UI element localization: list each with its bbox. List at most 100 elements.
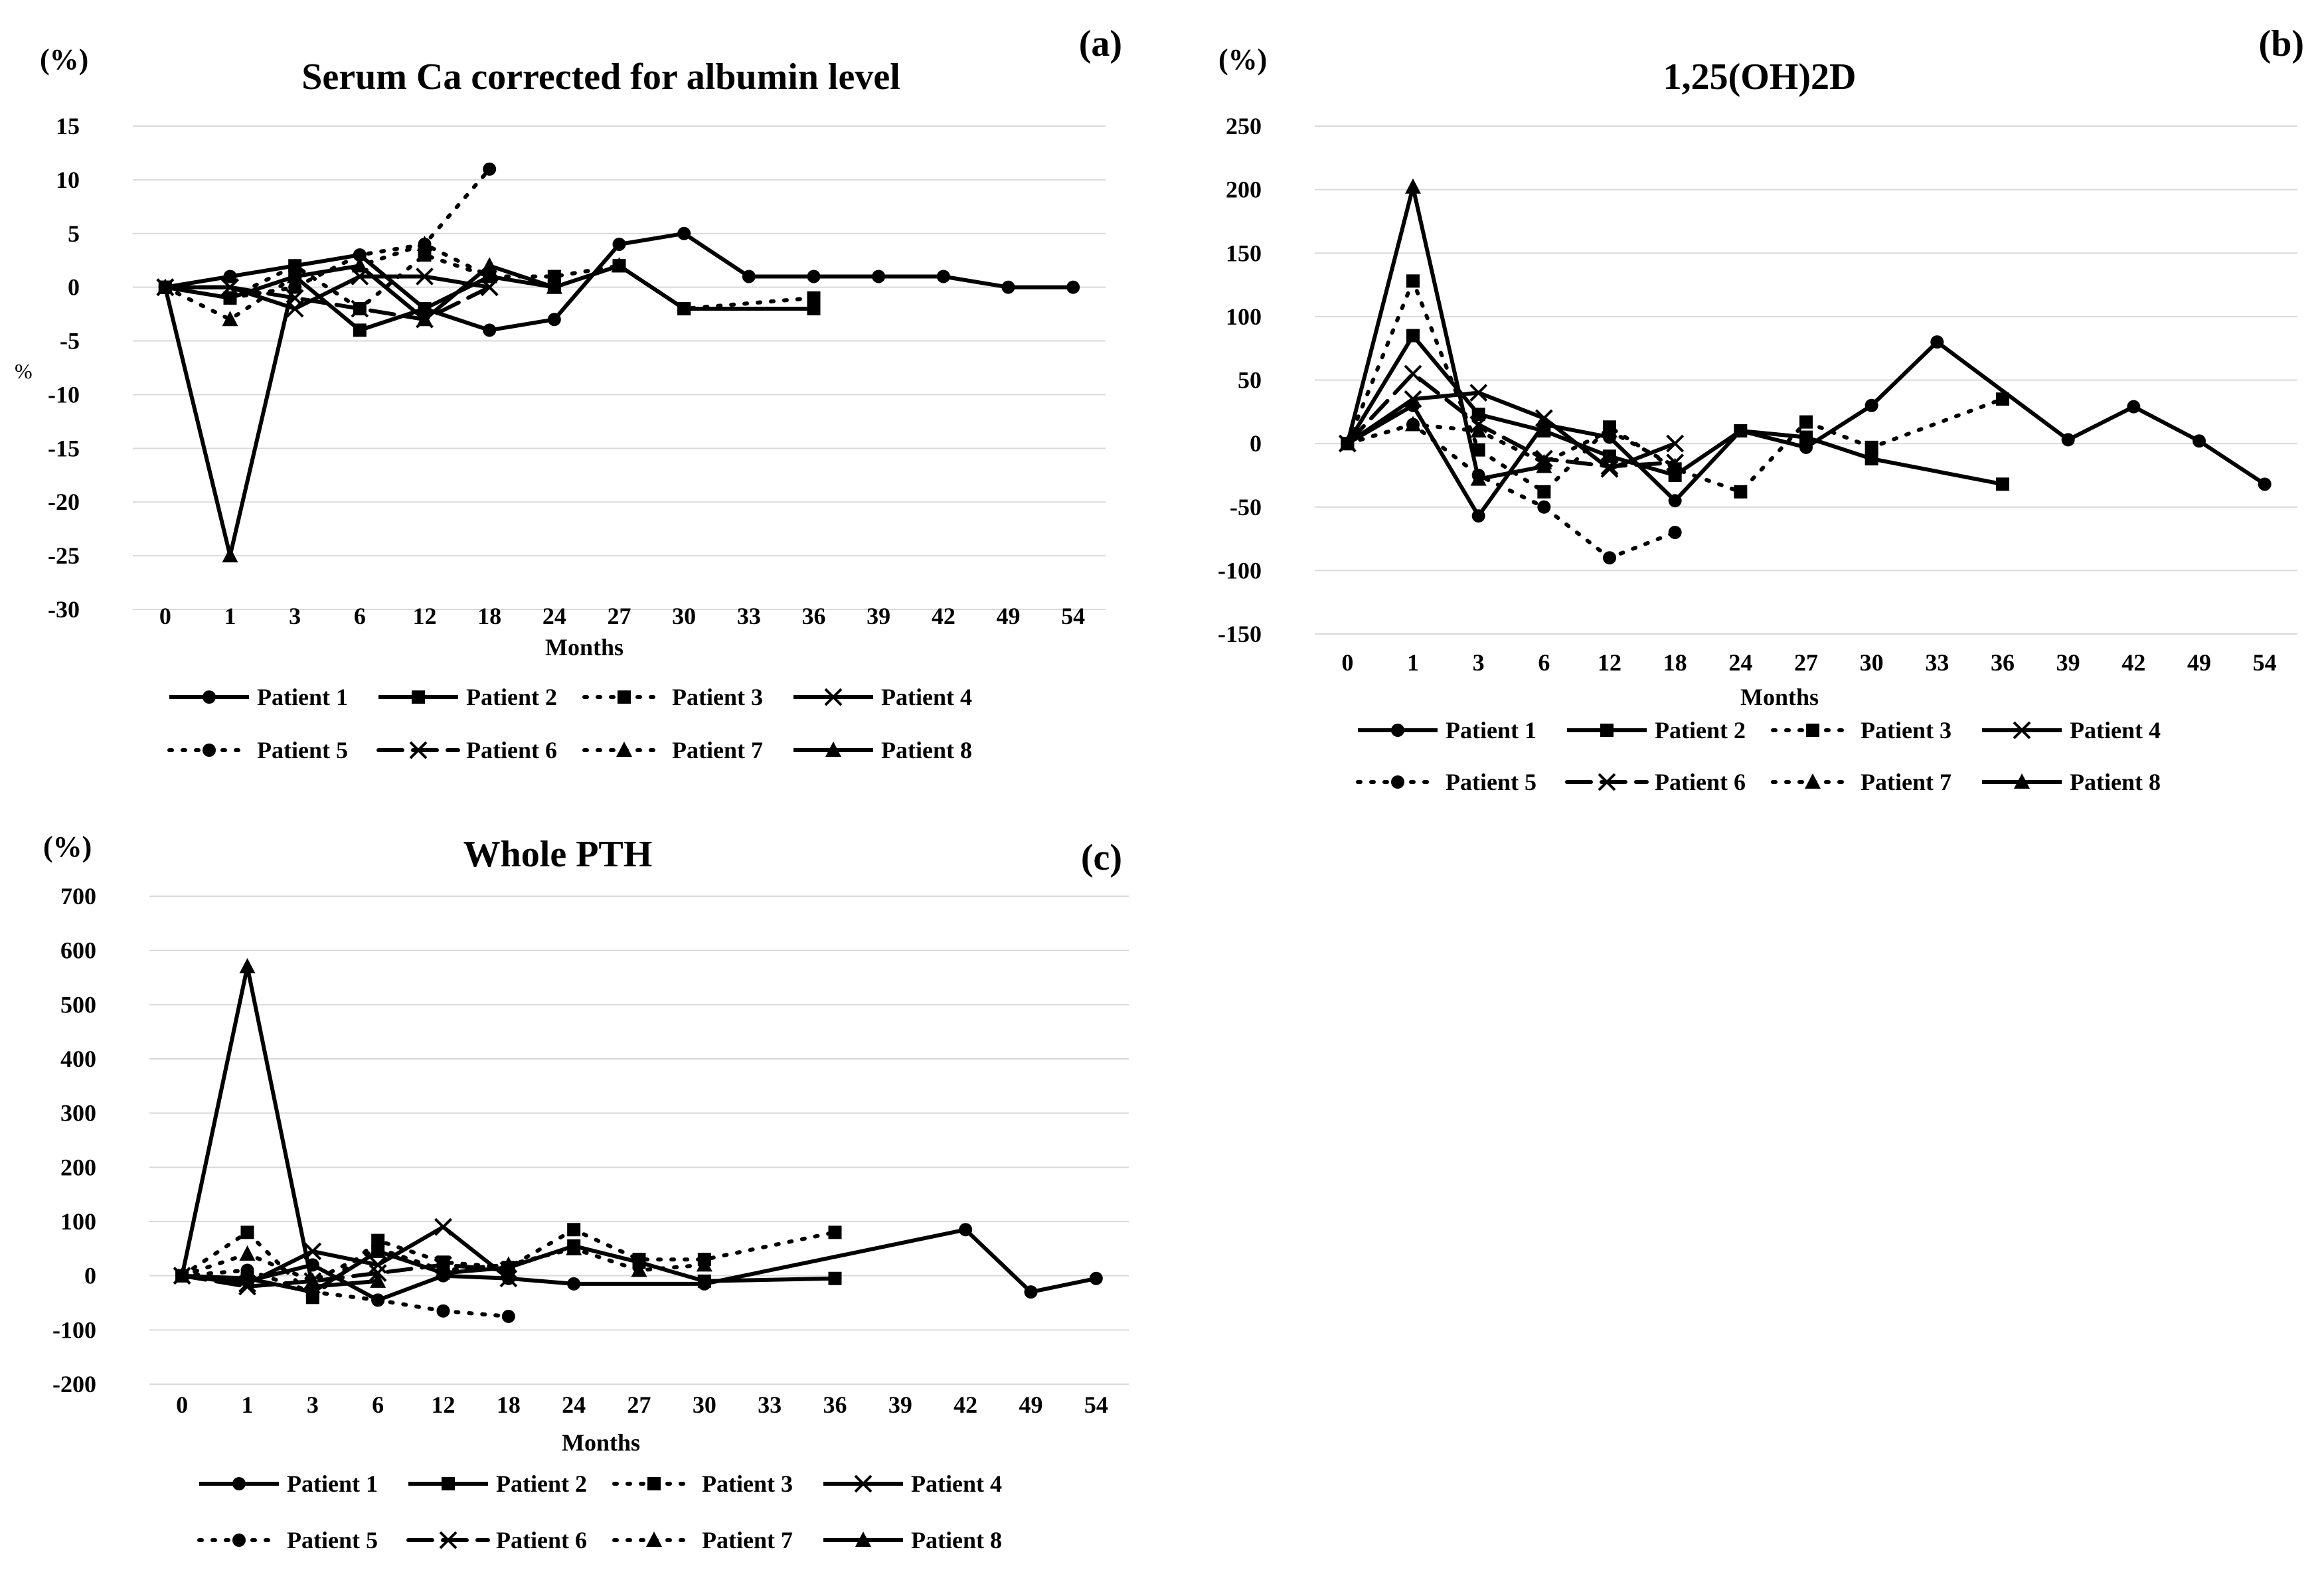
data-point: [239, 958, 256, 974]
legend-label: Patient 7: [1861, 769, 1951, 795]
x-tick-label: 3: [307, 1391, 319, 1418]
data-point: [1537, 485, 1551, 499]
x-tick-label: 18: [497, 1391, 521, 1418]
data-point: [1996, 392, 2009, 406]
x-tick-label: 24: [562, 1391, 586, 1418]
data-point: [1339, 435, 1356, 451]
x-tick-label: 33: [1925, 649, 1949, 676]
data-point: [1405, 178, 1421, 194]
data-point: [696, 1256, 712, 1272]
chart-a-xlabel: Months: [545, 634, 623, 661]
x-tick-label: 18: [1663, 649, 1687, 676]
x-tick-label: 12: [413, 603, 437, 629]
series-line: [1345, 185, 1544, 481]
data-point: [1471, 408, 1485, 422]
legend-label: Patient 4: [881, 684, 972, 710]
data-point: [174, 1267, 191, 1283]
legend-marker: [203, 690, 216, 704]
legend-label: Patient 7: [672, 737, 763, 763]
legend-marker: [439, 1531, 457, 1549]
legend-item-patient-7: Patient 7: [612, 1527, 793, 1553]
legend-item-patient-1: Patient 1: [1358, 717, 1536, 744]
chart-a-unit: (%): [40, 43, 88, 76]
y-tick-label: 50: [1238, 367, 1262, 394]
data-point: [481, 257, 498, 273]
legend-label: Patient 8: [881, 737, 972, 763]
legend-item-patient-2: Patient 2: [1567, 717, 1746, 744]
legend-label: Patient 4: [2070, 717, 2161, 744]
legend-marker: [1598, 773, 1616, 791]
chart-c-legend: Patient 1 Patient 2 Patient 3 Patient 4 Pati…: [197, 1470, 1002, 1553]
y-tick-label: 5: [68, 220, 80, 247]
series-line: [180, 1227, 837, 1300]
data-point: [1537, 500, 1551, 514]
data-point: [1404, 390, 1422, 408]
x-tick-label: 39: [2056, 649, 2080, 676]
series-line: [180, 1263, 511, 1289]
legend-item-patient-4: Patient 4: [793, 684, 972, 710]
series-line: [163, 264, 620, 558]
x-tick-label: 54: [2253, 649, 2277, 676]
legend-marker: [2013, 721, 2031, 740]
legend-marker: [616, 742, 632, 757]
data-point: [239, 1245, 256, 1261]
x-tick-label: 27: [1794, 649, 1818, 676]
x-tick-label: 12: [1598, 649, 1621, 676]
series-line: [163, 253, 816, 311]
data-point: [1667, 457, 1683, 473]
legend-label: Patient 6: [466, 737, 557, 763]
legend-item-patient-6: Patient 6: [1565, 769, 1746, 795]
chart-c-xlabel: Months: [562, 1429, 640, 1456]
legend-label: Patient 5: [1446, 769, 1536, 795]
series-line: [1345, 422, 1677, 469]
data-point: [223, 291, 237, 305]
data-point: [742, 270, 756, 283]
chart-c-unit: (%): [43, 830, 92, 863]
x-tick-label: 0: [176, 1391, 188, 1418]
y-tick-label: -10: [48, 381, 80, 408]
x-tick-label: 49: [997, 603, 1021, 629]
x-tick-label: 1: [242, 1391, 254, 1418]
legend-marker: [1805, 773, 1821, 789]
legend-label: Patient 2: [496, 1470, 587, 1497]
legend-marker: [618, 690, 631, 704]
chart-b-grid: [1315, 125, 2297, 635]
legend-item-patient-3: Patient 3: [1771, 717, 1951, 744]
y-tick-label: -150: [1218, 621, 1262, 647]
legend-label: Patient 1: [1446, 717, 1536, 744]
x-tick-label: 6: [372, 1391, 384, 1418]
data-point: [697, 1274, 711, 1288]
legend-marker: [203, 744, 216, 757]
x-tick-label: 36: [1991, 649, 2015, 676]
y-tick-label: -50: [1230, 494, 1262, 520]
legend-marker: [1600, 724, 1614, 737]
x-tick-label: 30: [1860, 649, 1884, 676]
legend-marker: [646, 1532, 662, 1547]
chart-b-legend: Patient 1 Patient 2 Patient 3 Patient 4 Pati…: [1356, 717, 2161, 795]
data-point: [1406, 274, 1420, 288]
legend-label: Patient 3: [702, 1470, 793, 1497]
data-point: [370, 1239, 386, 1255]
data-point: [1404, 364, 1422, 383]
legend-label: Patient 5: [257, 737, 348, 763]
data-point: [1799, 415, 1813, 429]
data-point: [481, 268, 498, 283]
legend-marker: [232, 1477, 246, 1490]
legend-label: Patient 3: [1861, 717, 1951, 744]
data-point: [1930, 335, 1944, 349]
data-point: [1666, 434, 1685, 453]
data-point: [611, 257, 627, 273]
x-tick-label: 24: [542, 603, 566, 629]
legend-marker: [825, 742, 841, 757]
legend-label: Patient 4: [911, 1470, 1002, 1497]
data-point: [807, 291, 821, 305]
legend-marker: [1391, 775, 1404, 789]
chart-b-xlabel: Months: [1740, 684, 1819, 710]
legend-item-patient-6: Patient 6: [376, 737, 557, 763]
chart-c-series: [173, 958, 1103, 1323]
y-tick-label: 150: [1226, 240, 1262, 266]
data-point: [434, 1218, 452, 1236]
data-point: [807, 270, 821, 283]
